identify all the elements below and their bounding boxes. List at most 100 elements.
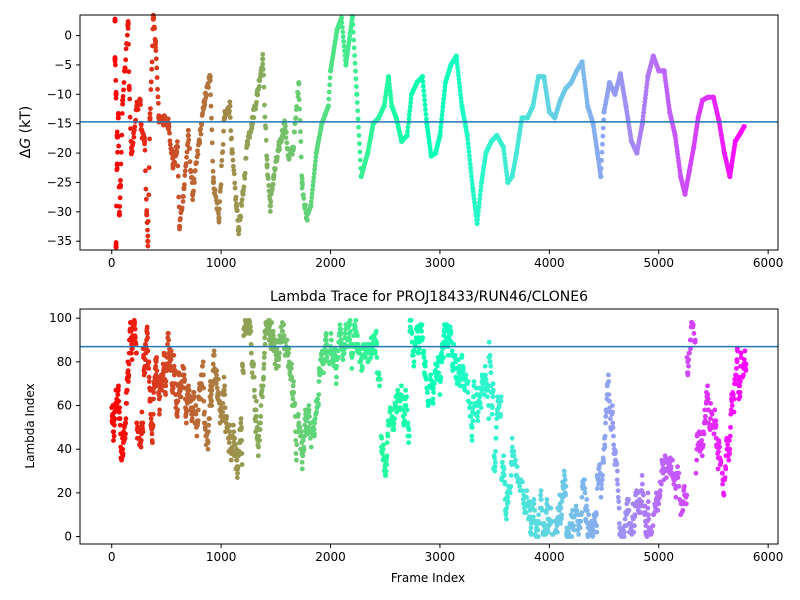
bottom-plot-point: [531, 501, 537, 507]
bottom-plot-point: [281, 333, 287, 339]
top-plot-point: [327, 82, 333, 88]
bottom-plot-point: [720, 470, 725, 476]
top-plot-point: [251, 115, 257, 121]
bottom-plot-point: [538, 492, 543, 498]
top-plot-point: [115, 149, 120, 155]
bottom-plot-point: [171, 363, 177, 369]
top-plot-point: [138, 126, 144, 133]
top-plot-point: [155, 100, 161, 106]
top-plot-point: [421, 88, 427, 94]
bottom-plot-point: [200, 359, 206, 365]
bottom-plot-point: [492, 459, 498, 465]
bottom-plot-point: [186, 387, 192, 393]
bottom-plot-point: [490, 405, 495, 411]
top-plot-point: [145, 238, 151, 244]
bottom-plot-point: [176, 372, 182, 378]
top-plot-point: [127, 96, 133, 102]
bottom-plot-point: [410, 352, 416, 358]
top-plot-point: [220, 149, 226, 155]
top-plot-point: [227, 99, 233, 105]
bottom-plot-point: [299, 466, 305, 472]
bottom-plot-point: [150, 411, 156, 417]
top-plot-point: [312, 162, 318, 168]
top-plot-point: [381, 103, 387, 109]
top-plot-point: [503, 165, 509, 171]
top-plot-point: [207, 74, 213, 80]
bottom-plot-point: [717, 444, 722, 450]
top-plot-point: [385, 74, 392, 80]
bottom-plot-point: [599, 477, 605, 483]
bottom-plot-point: [559, 512, 564, 518]
bottom-plot-point: [728, 424, 733, 430]
bottom-plot-point: [239, 424, 244, 430]
top-plot-point: [210, 168, 216, 174]
top-plot-point: [465, 141, 471, 146]
bottom-plot-point: [147, 387, 153, 393]
top-plot-point: [141, 138, 148, 144]
bottom-plot-point: [449, 348, 455, 354]
top-plot-point: [546, 109, 552, 115]
top-plot-point: [470, 185, 476, 191]
top-plot-point: [182, 168, 188, 174]
top-plot-point: [502, 155, 508, 161]
top-plot-point: [239, 203, 245, 208]
bottom-plot-point: [248, 324, 253, 330]
bottom-plot-point: [234, 475, 240, 481]
top-plot-point: [117, 204, 123, 209]
top-plot-point: [600, 125, 606, 131]
bottom-plot-point: [276, 355, 282, 360]
top-plot-point: [267, 209, 273, 214]
bottom-plot-point: [202, 420, 208, 426]
top-plot-point: [271, 173, 277, 180]
top-plot-point: [468, 165, 474, 171]
bottom-plot-point: [261, 355, 267, 360]
top-plot-point: [686, 168, 692, 174]
bottom-plot-point: [146, 366, 152, 371]
bottom-plot-point: [209, 387, 215, 393]
bottom-plot-point: [140, 420, 146, 426]
top-plot-point: [298, 129, 303, 135]
top-plot-point: [227, 103, 233, 109]
top-plot-point: [388, 96, 394, 102]
bottom-plot-point: [238, 420, 244, 426]
top-plot-point: [440, 108, 445, 114]
top-plot-point: [313, 150, 319, 156]
top-plot-point: [298, 139, 304, 144]
bottom-plot-point: [210, 361, 216, 367]
bottom-plot-point: [406, 427, 412, 432]
top-plot-point: [239, 197, 245, 203]
top-plot-point: [236, 226, 242, 233]
top-plot-point: [642, 99, 648, 105]
top-plot-point: [227, 115, 233, 120]
bottom-plot-xtick-label: 3000: [425, 550, 456, 564]
top-plot-point: [338, 15, 345, 21]
bottom-plot-point: [201, 385, 207, 391]
top-plot-point: [264, 162, 270, 168]
bottom-plot-point: [261, 374, 266, 380]
bottom-plot-point: [348, 328, 353, 334]
top-plot-point: [414, 79, 420, 86]
top-plot-point: [351, 37, 357, 43]
bottom-plot-point: [153, 363, 159, 369]
bottom-plot-point: [205, 440, 211, 446]
bottom-plot-point: [493, 435, 499, 441]
bottom-plot-point: [191, 390, 197, 395]
bottom-plot-point: [569, 534, 575, 539]
bottom-plot-point: [599, 481, 604, 487]
bottom-plot-point: [290, 396, 296, 402]
top-plot-point: [437, 132, 443, 139]
top-plot-point: [441, 92, 447, 98]
bottom-plot-point: [680, 507, 686, 513]
bottom-plot-point: [514, 464, 520, 470]
bottom-plot-point: [296, 420, 302, 426]
bottom-plot-point: [209, 403, 215, 408]
bottom-plot-point: [632, 512, 638, 518]
bottom-plot-point: [406, 433, 412, 439]
bottom-plot-point: [439, 359, 445, 365]
top-plot-xtick-label: 2000: [315, 256, 346, 270]
bottom-plot-point: [609, 403, 615, 408]
top-plot-point: [131, 134, 137, 140]
top-plot-point: [233, 194, 239, 200]
bottom-plot-point: [686, 350, 692, 356]
bottom-plot-point: [253, 407, 259, 413]
